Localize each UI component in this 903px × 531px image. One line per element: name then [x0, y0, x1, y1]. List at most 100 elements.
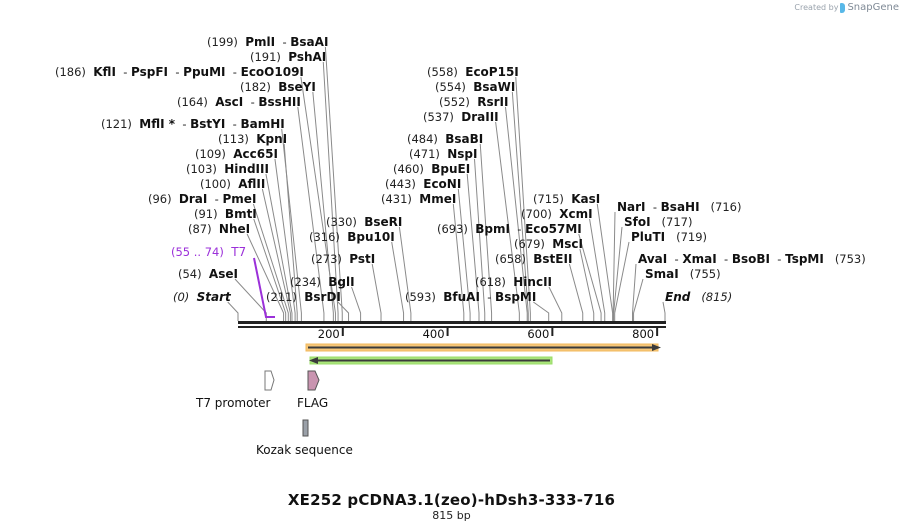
- enzyme-name: BsoBI: [731, 252, 770, 266]
- enzyme-name: PspFI: [131, 65, 169, 79]
- enzyme-name: BstEII: [533, 252, 573, 266]
- ruler-tick-label: 400: [422, 327, 445, 341]
- restriction-site-aflii[interactable]: (100) AflII: [200, 177, 265, 191]
- orf-forward-arrow[interactable]: [305, 343, 661, 352]
- name-separator: -: [225, 117, 241, 131]
- restriction-site-nari[interactable]: NarI - BsaHI (716): [617, 200, 741, 214]
- orf-reverse-arrow[interactable]: [309, 356, 553, 365]
- restriction-site-nhei[interactable]: (87) NheI: [188, 222, 250, 236]
- restriction-site-xcmi[interactable]: (700) XcmI: [521, 207, 593, 221]
- restriction-site-sfoi[interactable]: SfoI (717): [624, 215, 692, 229]
- enzyme-name: BssHII: [258, 95, 301, 109]
- site-position: (113): [218, 132, 249, 146]
- restriction-site-start[interactable]: (0) Start: [173, 290, 231, 304]
- site-position: (715): [533, 192, 564, 206]
- site-position: (471): [409, 147, 440, 161]
- enzyme-name: BsaBI: [445, 132, 484, 146]
- enzyme-name: BpuEI: [431, 162, 471, 176]
- restriction-site-bfuai[interactable]: (593) BfuAI - BspMI: [405, 290, 536, 304]
- restriction-site-econi[interactable]: (443) EcoNI: [385, 177, 461, 191]
- site-position: (273): [311, 252, 342, 266]
- restriction-site-rsrii[interactable]: (552) RsrII: [439, 95, 508, 109]
- restriction-site-ecop15i[interactable]: (558) EcoP15I: [427, 65, 519, 79]
- enzyme-name: BfuAI: [443, 290, 480, 304]
- name-separator: -: [275, 35, 291, 49]
- site-position: (700): [521, 207, 552, 221]
- name-separator: -: [645, 200, 661, 214]
- restriction-site-msci[interactable]: (679) MscI: [514, 237, 583, 251]
- restriction-site-avai[interactable]: AvaI - XmaI - BsoBI - TspMI (753): [638, 252, 866, 266]
- enzyme-name: PluTI: [631, 230, 666, 244]
- restriction-site-bsteii[interactable]: (658) BstEII: [495, 252, 572, 266]
- restriction-site-bpmi[interactable]: (693) BpmI - Eco57MI: [437, 222, 582, 236]
- restriction-site-psti[interactable]: (273) PstI: [311, 252, 375, 266]
- restriction-site-bsrdi[interactable]: (211) BsrDI: [266, 290, 341, 304]
- restriction-site-hincii[interactable]: (618) HincII: [475, 275, 552, 289]
- restriction-site-bseyi[interactable]: (182) BseYI: [240, 80, 316, 94]
- restriction-site-bpuei[interactable]: (460) BpuEI: [393, 162, 470, 176]
- enzyme-name: BamHI: [240, 117, 285, 131]
- restriction-site-drai[interactable]: (96) DraI - PmeI: [148, 192, 256, 206]
- map-title: XE252 pCDNA3.1(zeo)-hDsh3-333-716: [287, 491, 616, 509]
- t7-primer-marker[interactable]: [253, 257, 275, 318]
- restriction-site-bmti[interactable]: (91) BmtI: [194, 207, 257, 221]
- restriction-site-bsabi[interactable]: (484) BsaBI: [407, 132, 483, 146]
- restriction-site-pshai[interactable]: (191) PshAI: [250, 50, 326, 64]
- enzyme-name: BseYI: [278, 80, 316, 94]
- enzyme-name: PpuMI: [183, 65, 226, 79]
- enzyme-name: DraIII: [461, 110, 499, 124]
- enzyme-name: MmeI: [419, 192, 457, 206]
- restriction-site-kasi[interactable]: (715) KasI: [533, 192, 600, 206]
- enzyme-name: MscI: [552, 237, 583, 251]
- restriction-site-nspi[interactable]: (471) NspI: [409, 147, 478, 161]
- restriction-site-asci[interactable]: (164) AscI - BssHII: [177, 95, 301, 109]
- enzyme-name: Acc65I: [233, 147, 278, 161]
- site-position: (618): [475, 275, 506, 289]
- restriction-site-draiii[interactable]: (537) DraIII: [423, 110, 499, 124]
- kozak-feature-icon[interactable]: [302, 419, 309, 437]
- restriction-site-pmli[interactable]: (199) PmlI - BsaAI: [207, 35, 328, 49]
- name-separator: -: [175, 117, 191, 131]
- site-position: (91): [194, 207, 218, 221]
- site-position: (693): [437, 222, 468, 236]
- enzyme-name: TspMI: [785, 252, 824, 266]
- restriction-site-bsawi[interactable]: (554) BsaWI: [435, 80, 515, 94]
- t7-promoter-feature-icon[interactable]: [264, 370, 275, 391]
- restriction-site-pluti[interactable]: PluTI (719): [631, 230, 707, 244]
- enzyme-name: DraI: [178, 192, 208, 206]
- restriction-site-end[interactable]: End (815): [665, 290, 732, 304]
- restriction-site-kpni[interactable]: (113) KpnI: [218, 132, 287, 146]
- restriction-site-mfli[interactable]: (121) MflI * - BstYI - BamHI: [101, 117, 285, 131]
- enzyme-name: AflII: [238, 177, 266, 191]
- site-position: (719): [676, 230, 708, 244]
- enzyme-name: HincII: [513, 275, 552, 289]
- enzyme-name: BspMI: [495, 290, 537, 304]
- flag-feature-icon[interactable]: [307, 370, 320, 391]
- name-separator: -: [225, 65, 241, 79]
- enzyme-name: BsaWI: [473, 80, 516, 94]
- name-separator: -: [115, 65, 132, 79]
- restriction-site-bgli[interactable]: (234) BglI: [290, 275, 355, 289]
- name-separator: -: [769, 252, 786, 266]
- name-separator: -: [243, 95, 259, 109]
- restriction-site-asei[interactable]: (54) AseI: [178, 267, 238, 281]
- restriction-site-mmei[interactable]: (431) MmeI: [381, 192, 456, 206]
- site-position: (716): [710, 200, 742, 214]
- enzyme-name: MflI *: [139, 117, 176, 131]
- enzyme-name: BseRI: [364, 215, 403, 229]
- enzyme-name: NheI: [218, 222, 251, 236]
- t7-primer-label[interactable]: (55 .. 74) T7: [171, 245, 246, 259]
- site-position: (199): [207, 35, 238, 49]
- restriction-site-hindiii[interactable]: (103) HindIII: [186, 162, 269, 176]
- site-connector-lines: [227, 46, 666, 321]
- ruler-tick-label: 200: [317, 327, 340, 341]
- restriction-site-acc65i[interactable]: (109) Acc65I: [195, 147, 278, 161]
- restriction-site-bpu10i[interactable]: (316) Bpu10I: [309, 230, 395, 244]
- restriction-site-smai[interactable]: SmaI (755): [645, 267, 721, 281]
- restriction-site-kfli[interactable]: (186) KflI - PspFI - PpuMI - EcoO109I: [55, 65, 304, 79]
- restriction-site-bseri[interactable]: (330) BseRI: [326, 215, 402, 229]
- enzyme-name: BsaHI: [660, 200, 700, 214]
- enzyme-name: Eco57MI: [525, 222, 582, 236]
- site-position: (103): [186, 162, 217, 176]
